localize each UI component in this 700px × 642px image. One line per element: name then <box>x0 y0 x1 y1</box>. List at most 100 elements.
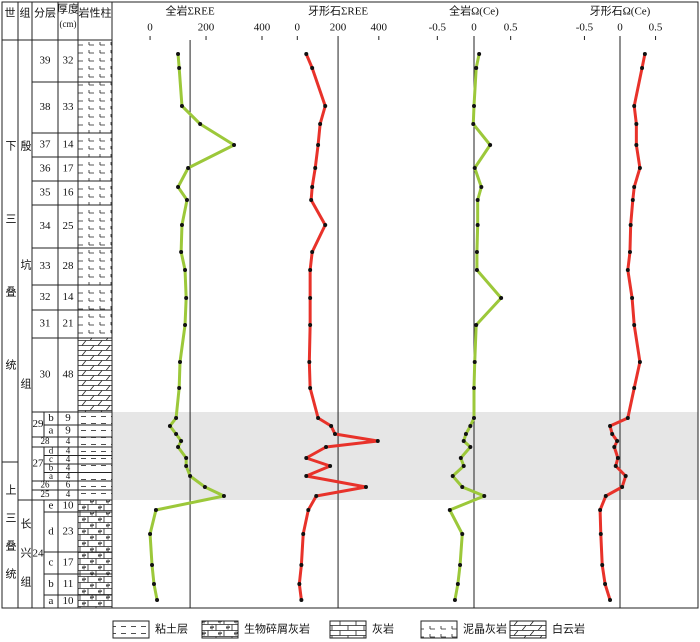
vertical-label: 下三叠统 <box>4 140 17 432</box>
data-point <box>447 508 452 512</box>
data-point <box>632 386 637 390</box>
data-point <box>620 485 625 489</box>
sub-layer: d <box>49 445 54 455</box>
data-point <box>472 104 476 108</box>
thickness: 28 <box>63 260 75 272</box>
data-point <box>499 296 504 300</box>
x-tick-label: -0.5 <box>429 22 447 34</box>
data-point <box>323 104 328 108</box>
thickness: 10 <box>63 500 75 512</box>
data-point <box>630 296 635 300</box>
header: 岩性柱 <box>79 6 112 20</box>
data-point <box>475 198 480 202</box>
data-point <box>308 323 313 327</box>
thickness: 17 <box>63 163 75 175</box>
lithology <box>78 310 112 338</box>
data-point <box>185 198 190 202</box>
chart-title: 全岩Ω(Ce) <box>449 4 499 18</box>
legend-swatch <box>201 620 239 639</box>
thickness: 9 <box>65 425 71 437</box>
data-point <box>608 598 613 602</box>
data-point <box>627 250 632 254</box>
legend-label: 生物碎屑灰岩 <box>244 622 310 636</box>
data-point <box>179 439 184 443</box>
data-point <box>452 598 457 602</box>
data-point <box>174 416 179 420</box>
thickness: 11 <box>63 578 74 590</box>
data-point <box>634 143 639 147</box>
data-point <box>183 268 188 272</box>
data-line <box>148 53 236 601</box>
data-point <box>310 250 315 254</box>
data-point <box>309 198 314 202</box>
header: 厚度 <box>57 2 79 16</box>
data-point <box>458 456 463 460</box>
data-point <box>299 598 304 602</box>
sub-layer: a <box>49 471 53 481</box>
data-point <box>308 268 313 272</box>
header: (cm) <box>60 19 77 29</box>
thickness: 14 <box>63 139 75 151</box>
sub-layer: c <box>49 557 54 569</box>
data-point <box>310 66 315 70</box>
data-point <box>375 439 380 443</box>
data-point <box>151 582 156 586</box>
data-point <box>615 439 620 443</box>
data-point <box>202 485 207 489</box>
data-point <box>307 360 312 364</box>
data-point <box>461 464 466 468</box>
data-point <box>640 66 645 70</box>
data-point <box>155 598 160 602</box>
layer-number: 37 <box>40 139 52 151</box>
legend: 粘土层 生物碎屑灰岩 灰岩 泥晶灰岩 白云岩 <box>112 620 585 639</box>
data-point <box>474 323 479 327</box>
data-point <box>612 445 617 449</box>
legend-swatch <box>329 620 367 639</box>
thickness: 6 <box>66 480 71 490</box>
thickness: 10 <box>63 595 75 607</box>
data-point <box>314 494 319 498</box>
sub-layer: c <box>49 454 53 464</box>
x-tick-label: 0 <box>471 22 477 34</box>
data-point <box>328 464 333 468</box>
data-point <box>475 223 480 227</box>
thickness: 17 <box>63 557 75 569</box>
data-point <box>610 432 615 436</box>
x-tick-label: 0 <box>295 22 301 34</box>
data-point <box>634 122 639 126</box>
data-point <box>186 166 191 170</box>
chart-title: 全岩ΣREE <box>165 4 214 18</box>
thickness: 9 <box>65 412 71 424</box>
layer-number: 32 <box>40 291 51 303</box>
data-point <box>174 432 179 436</box>
layer-number: 30 <box>40 369 52 381</box>
data-point <box>623 474 628 478</box>
data-point <box>179 223 184 227</box>
data-point <box>474 268 479 272</box>
sub-layer: d <box>48 526 54 538</box>
data-point <box>472 166 477 170</box>
chart-title: 牙形石Ω(Ce) <box>590 5 651 18</box>
x-tick-label: 0 <box>617 22 623 34</box>
thickness: 32 <box>63 55 74 67</box>
data-point <box>221 494 226 498</box>
thickness: 25 <box>63 220 75 232</box>
data-point <box>316 143 321 147</box>
legend-swatch <box>420 620 458 639</box>
data-line <box>448 53 503 601</box>
vertical-label: 上三叠统 <box>4 484 17 596</box>
sub-layer: a <box>49 595 54 607</box>
data-point <box>313 166 318 170</box>
data-point <box>632 104 637 108</box>
frame <box>1 1 699 609</box>
layer-number: 26 <box>41 480 51 490</box>
layer-number: 29 <box>33 418 45 430</box>
layer-number: 38 <box>40 101 52 113</box>
data-point <box>471 122 476 126</box>
sub-layer: b <box>48 412 54 424</box>
layer-number: 36 <box>40 163 52 175</box>
data-point <box>474 66 479 70</box>
